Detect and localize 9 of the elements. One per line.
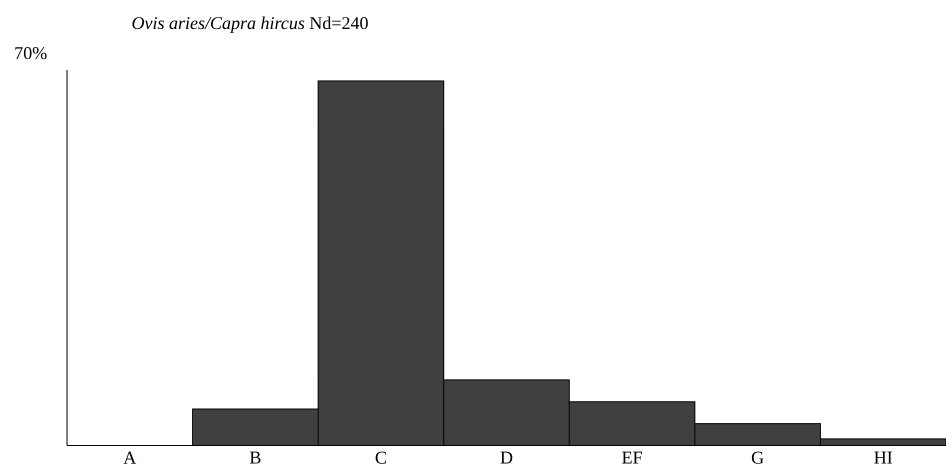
text: 70% [15, 47, 47, 60]
x-tick-label: A [123, 452, 136, 464]
x-tick-label: D [500, 452, 512, 464]
chart-title: Ovis aries/Capra hircus Nd=240 [132, 16, 368, 33]
x-tick-label: HI [874, 452, 892, 464]
x-tick-label: G [752, 452, 764, 464]
x-tick-label: B [250, 452, 260, 464]
x-tick-label: C [376, 452, 386, 464]
x-tick-label: EF [622, 452, 642, 464]
